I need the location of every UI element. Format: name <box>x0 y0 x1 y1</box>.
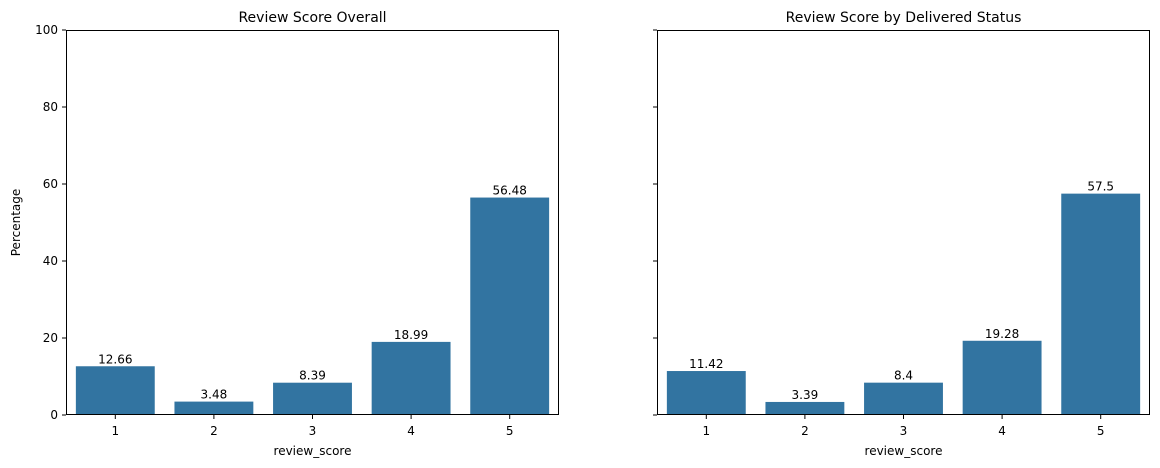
data-label-2: 3.48 <box>201 388 228 402</box>
bar-1 <box>666 371 746 415</box>
x-tick-label-3: 3 <box>309 424 317 438</box>
data-label-1: 11.42 <box>689 357 723 371</box>
x-tick-label-1: 1 <box>702 424 710 438</box>
data-label-4: 19.28 <box>985 327 1019 341</box>
x-tick-label-5: 5 <box>506 424 514 438</box>
bar-4 <box>962 340 1042 415</box>
y-tick-label: 0 <box>50 408 58 422</box>
x-tick-label-5: 5 <box>1097 424 1105 438</box>
data-label-1: 12.66 <box>98 352 132 366</box>
data-label-4: 18.99 <box>394 328 428 342</box>
chart-right: 11.42 3.39 8.4 19.28 57.5 1 2 3 4 5 Review Score b… <box>653 10 1150 458</box>
plot-frame <box>657 30 1150 415</box>
bar-3 <box>864 382 943 415</box>
data-label-5: 57.5 <box>1087 180 1114 194</box>
bar-5 <box>1061 193 1141 415</box>
y-tick-label: 100 <box>35 23 58 37</box>
x-axis-label: review_score <box>274 444 352 458</box>
bar-5 <box>470 197 550 415</box>
x-axis-label: review_score <box>865 444 943 458</box>
x-tick-label-1: 1 <box>111 424 119 438</box>
y-axis-label: Percentage <box>9 189 23 257</box>
y-tick-label: 60 <box>43 177 58 191</box>
bar-4 <box>371 341 451 415</box>
data-label-3: 8.4 <box>894 369 913 383</box>
y-tick-label: 40 <box>43 254 58 268</box>
bar-3 <box>273 382 352 415</box>
data-label-3: 8.39 <box>299 369 326 383</box>
x-tick-label-2: 2 <box>210 424 218 438</box>
x-tick-label-2: 2 <box>801 424 809 438</box>
data-label-5: 56.48 <box>493 184 527 198</box>
x-tick-label-4: 4 <box>998 424 1006 438</box>
x-tick-label-3: 3 <box>900 424 908 438</box>
y-tick-label: 20 <box>43 331 58 345</box>
chart-left: 12.66 3.48 8.39 18.99 56.48 1 2 3 4 5 0 20 40 60 80 100… <box>9 10 559 458</box>
plot-frame <box>66 30 559 415</box>
bar-1 <box>75 366 155 415</box>
bar-2 <box>174 401 254 415</box>
chart-title: Review Score by Delivered Status <box>786 10 1022 26</box>
bar-2 <box>765 401 845 415</box>
y-tick-label: 80 <box>43 100 58 114</box>
chart-title: Review Score Overall <box>238 10 386 26</box>
data-label-2: 3.39 <box>792 388 819 402</box>
x-tick-label-4: 4 <box>407 424 415 438</box>
